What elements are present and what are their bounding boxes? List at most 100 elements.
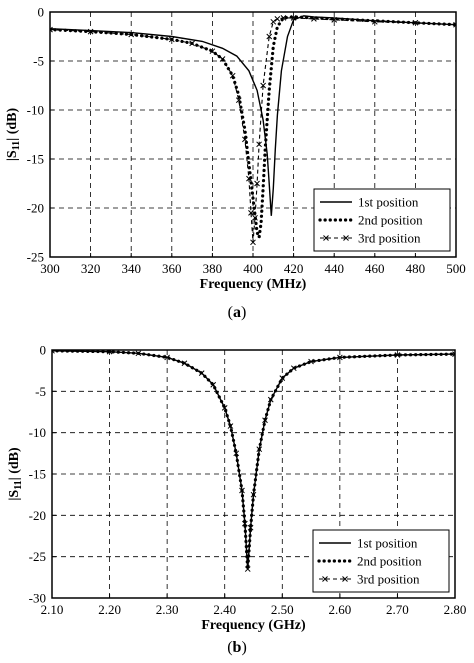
chart-a-series-line [50,17,456,243]
chart-a-xtick-label: 500 [446,261,466,276]
chart-a-ylabel-prefix: |S [5,150,20,161]
chart-a-xlabel: Frequency (MHz) [200,277,307,292]
chart-b-ylabel: |S11| (dB) [7,447,24,501]
chart-a-series-3 [50,15,456,246]
chart-a-series-point [87,28,94,35]
chart-a-legend-label: 3rd position [358,231,421,246]
chart-a-series-point [280,15,287,21]
chart-a-series-point [260,82,267,89]
chart-a-xtick-label: 400 [243,261,263,276]
chart-a-legend: 1st position 2nd position 3rd position [313,188,451,252]
chart-a-legend-label: 2nd position [358,213,423,228]
chart-a-xtick-label: 340 [121,261,141,276]
chart-b-xtick-label: 2.50 [271,602,294,617]
chart-a-legend-marker [323,235,329,241]
chart-a-series-point [254,180,260,187]
chart-b-ytick-label: -15 [29,467,46,482]
chart-a-ylabel: |S11| (dB) [5,107,22,161]
chart-b-ytick-label: -5 [35,384,46,399]
chart-a-series-point [229,72,236,79]
chart-b-series-point [227,423,234,429]
chart-b-series-line [52,350,455,570]
chart-b-xtick-label: 2.60 [328,602,351,617]
chart-b-xtick-label: 2.20 [98,602,121,617]
chart-b-series-point [198,370,205,377]
chart-a-series-point [189,40,195,47]
chart-a-series-2 [50,15,456,244]
chart-a-series-1 [50,15,456,216]
chart-b-ylabel-prefix: |S [7,490,22,501]
chart-b-legend: 1st position 2nd position 3rd position [312,529,450,593]
chart-b-series-point [52,350,55,354]
chart-a-series-point [453,21,456,28]
chart-b-series-point [233,450,240,457]
chart-a-xtick-label: 480 [406,261,426,276]
chart-a-xtick-label: 300 [40,261,60,276]
chart-a-xtick-label: 440 [324,261,344,276]
chart-b-series-point [181,360,188,367]
chart-a-ylabel-sub: 11 [11,141,22,150]
chart-b-series-point [244,566,251,572]
chart-b-series-point [106,350,113,355]
chart-b-legend-marker [322,576,328,582]
chart-b-series-point [279,375,286,381]
chart-a: 300 320 340 360 380 400 420 440 460 480 500 0 -5 -10 -… [0,0,474,300]
chart-b-series-point [239,487,245,494]
chart-a-series-line [50,15,456,244]
chart-b-series-point [164,354,170,361]
chart-a-series-point [242,136,248,143]
chart-a-ytick-label: -25 [27,250,44,265]
panel-a-label: (a) [227,304,247,321]
chart-b-series-point [337,354,343,361]
chart-b-series-point [290,365,297,372]
chart-a-xtick-label: 360 [162,261,182,276]
chart-a-ytick-label: -5 [33,54,44,69]
chart-a-series-point [371,18,378,25]
chart-b-xtick-label: 2.30 [156,602,179,617]
chart-b-ytick-label: -30 [29,591,46,606]
chart-a-legend-label: 1st position [358,195,419,210]
chart-b-series-point [135,350,142,357]
chart-b-ytick-label: -10 [29,425,46,440]
chart-b-series-point [221,405,228,411]
chart-b-xtick-label: 2.40 [213,602,236,617]
panel-b-label: (b) [227,639,247,656]
chart-b-ytick-label: 0 [40,343,47,358]
chart-a-xtick-label: 380 [203,261,223,276]
chart-a-series-line [50,15,456,216]
chart-b-svg: 2.10 2.20 2.30 2.40 2.50 2.60 2.70 2.80 0 -5 -10 -1… [7,343,466,634]
chart-a-xtick-label: 420 [284,261,304,276]
chart-b-ytick-label: -20 [29,508,46,523]
chart-b-series-point [247,524,254,531]
chart-a-series-point [311,16,317,22]
chart-a-xtick-label: 460 [365,261,385,276]
chart-a-ytick-label: -15 [27,152,44,167]
chart-a-series-point [266,33,273,40]
chart-a-series-point [246,175,252,182]
chart-a-series-point [219,56,226,62]
chart-a-ytick-label: -20 [27,201,44,216]
chart-a-xtick-label: 320 [81,261,101,276]
chart-b-xtick-label: 2.70 [386,602,409,617]
chart-b-ytick-label: -25 [29,549,46,564]
chart-a-series-point [128,31,135,38]
chart-b-ylabel-suffix: | (dB) [7,447,22,480]
chart-b-series-point [308,358,314,365]
chart-b-series-point [267,396,274,403]
chart-a-series-point [168,36,175,43]
chart-b: 2.10 2.20 2.30 2.40 2.50 2.60 2.70 2.80 0 -5 -10 -1… [0,336,474,636]
chart-b-ylabel-sub: 11 [13,480,24,489]
chart-b-series-point [262,417,268,424]
chart-a-series-point [412,19,419,26]
chart-a-ytick-label: -10 [27,103,44,118]
chart-b-legend-marker [342,576,348,582]
chart-b-series-point [394,352,401,358]
chart-b-legend-label: 3rd position [357,572,420,587]
chart-a-svg: 300 320 340 360 380 400 420 440 460 480 500 0 -5 -10 -… [5,5,466,293]
chart-a-series-point [248,210,254,216]
chart-a-series-point [50,26,53,33]
chart-a-series-point [256,141,262,148]
chart-b-xlabel: Frequency (GHz) [201,618,306,633]
chart-a-series-point [331,16,338,23]
chart-a-series-point [290,15,297,21]
